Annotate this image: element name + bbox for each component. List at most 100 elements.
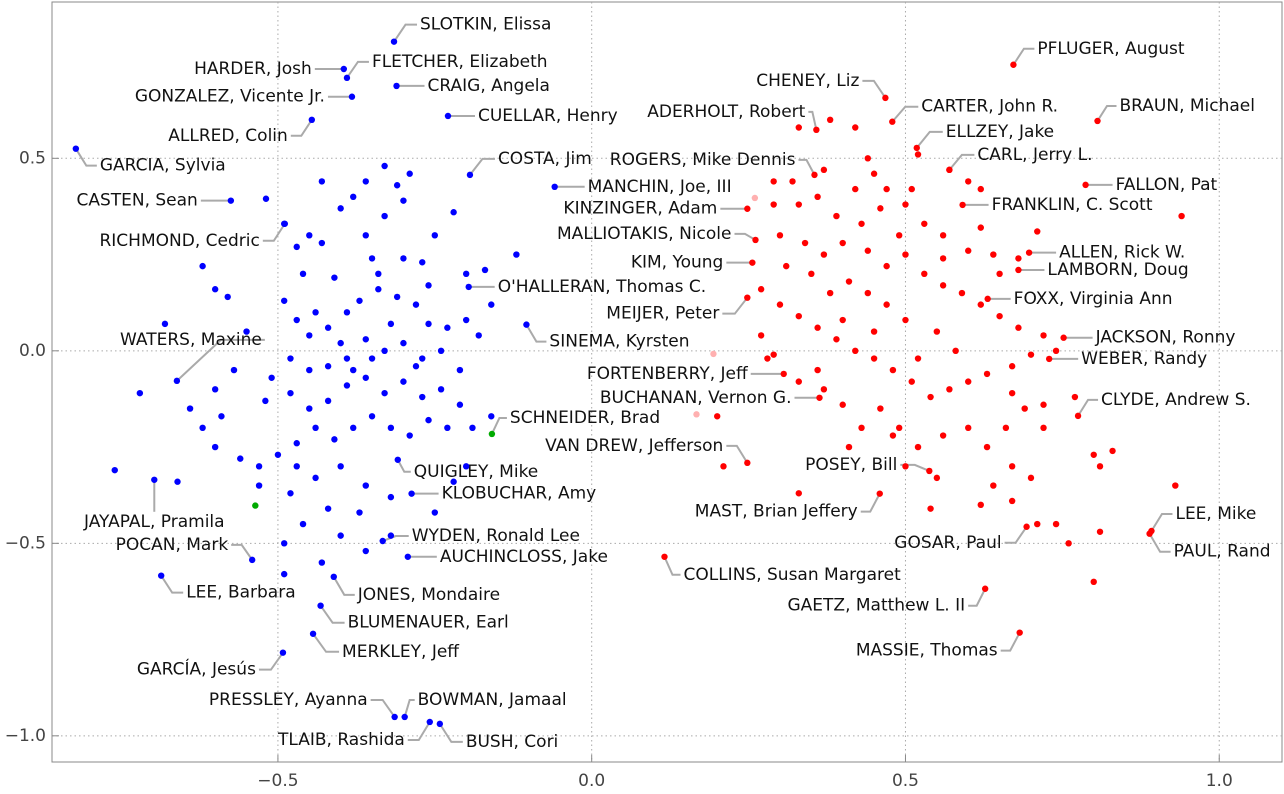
data-point bbox=[362, 232, 369, 239]
data-point bbox=[356, 297, 363, 304]
data-point bbox=[330, 573, 337, 581]
leader-line bbox=[491, 416, 507, 435]
leader-line bbox=[160, 575, 184, 594]
leader-line bbox=[332, 576, 355, 596]
leader-line bbox=[1096, 104, 1117, 122]
point-label: PFLUGER, August bbox=[1037, 39, 1184, 59]
leader-line bbox=[1148, 533, 1171, 553]
data-point bbox=[437, 347, 445, 355]
leader-line bbox=[396, 459, 411, 473]
data-point bbox=[450, 209, 457, 216]
data-point bbox=[444, 424, 451, 432]
data-point bbox=[274, 451, 282, 458]
point-label: VAN DREW, Jefferson bbox=[545, 436, 723, 456]
data-point bbox=[908, 378, 915, 385]
data-point bbox=[340, 65, 348, 73]
data-point bbox=[243, 328, 250, 335]
data-point bbox=[318, 178, 326, 185]
data-point bbox=[965, 178, 972, 185]
data-point bbox=[255, 482, 263, 489]
point-label: GONZALEZ, Vicente Jr. bbox=[135, 87, 325, 107]
y-tick-label: −1.0 bbox=[5, 726, 46, 746]
data-point bbox=[789, 178, 796, 185]
data-point bbox=[795, 124, 802, 131]
data-point bbox=[317, 602, 324, 609]
data-point bbox=[308, 116, 316, 124]
point-label: ADERHOLT, Robert bbox=[647, 102, 805, 122]
data-point bbox=[425, 282, 432, 289]
data-point bbox=[230, 366, 238, 374]
data-point bbox=[387, 424, 395, 432]
point-label: FOXX, Virginia Ann bbox=[1014, 289, 1173, 309]
data-point bbox=[889, 118, 896, 125]
data-point bbox=[870, 355, 878, 362]
y-tick-label: −0.5 bbox=[5, 533, 46, 553]
data-point bbox=[437, 386, 445, 393]
data-point bbox=[839, 401, 846, 408]
data-point bbox=[1060, 334, 1067, 341]
point-label: BOWMAN, Jamaal bbox=[418, 690, 567, 710]
data-point bbox=[400, 197, 407, 204]
data-point bbox=[751, 194, 759, 202]
data-point bbox=[939, 255, 947, 262]
data-point bbox=[293, 243, 300, 251]
data-point bbox=[312, 474, 319, 482]
point-label: HARDER, Josh bbox=[194, 59, 312, 79]
data-point bbox=[839, 316, 846, 324]
point-label: BUCHANAN, Vernon G. bbox=[600, 388, 792, 408]
point-label: BUSH, Cori bbox=[466, 732, 558, 752]
point-label: FALLON, Pat bbox=[1116, 175, 1218, 195]
point-label: MANCHIN, Joe, III bbox=[588, 177, 732, 197]
y-tick-label: 0.0 bbox=[19, 341, 46, 361]
point-label: PRESSLEY, Ayanna bbox=[209, 690, 368, 710]
data-point bbox=[387, 493, 395, 501]
leader-line bbox=[525, 324, 547, 343]
data-point bbox=[368, 413, 376, 420]
data-point bbox=[408, 490, 415, 497]
data-point bbox=[306, 405, 313, 412]
data-point bbox=[864, 247, 872, 254]
data-point bbox=[1027, 474, 1035, 482]
leader-line bbox=[74, 148, 97, 167]
data-point bbox=[977, 501, 984, 509]
leader-line bbox=[1004, 526, 1028, 544]
data-point bbox=[280, 540, 288, 547]
data-point bbox=[1010, 61, 1017, 68]
data-point bbox=[287, 389, 294, 397]
data-point bbox=[466, 171, 474, 179]
point-label: FLETCHER, Elizabeth bbox=[372, 52, 548, 72]
data-point bbox=[248, 556, 256, 564]
data-point bbox=[933, 474, 941, 482]
data-point bbox=[693, 411, 700, 418]
point-label: JAYAPAL, Pramila bbox=[83, 512, 225, 532]
leader-line bbox=[726, 444, 749, 464]
point-label: GARCÍA, Jesús bbox=[137, 658, 256, 680]
data-point bbox=[764, 355, 771, 362]
data-point bbox=[959, 201, 966, 209]
data-point bbox=[331, 436, 338, 443]
data-point bbox=[965, 424, 972, 432]
data-point bbox=[400, 378, 407, 385]
data-point bbox=[227, 197, 235, 204]
leader-line bbox=[312, 633, 340, 653]
data-point bbox=[1040, 401, 1047, 408]
leader-line bbox=[438, 723, 463, 743]
data-point bbox=[390, 38, 398, 45]
leader-line bbox=[722, 297, 749, 315]
point-label: ROGERS, Mike Dennis bbox=[610, 150, 796, 170]
data-point bbox=[337, 339, 344, 347]
point-label: MALLIOTAKIS, Nicole bbox=[557, 224, 731, 244]
data-point bbox=[268, 374, 275, 381]
point-label: FRANKLIN, C. Scott bbox=[992, 195, 1153, 215]
data-point bbox=[312, 309, 319, 316]
data-point bbox=[795, 201, 802, 208]
data-point bbox=[990, 251, 997, 258]
data-point bbox=[337, 463, 344, 470]
point-label: ALLRED, Colin bbox=[168, 126, 288, 146]
leader-line bbox=[382, 535, 409, 542]
data-point bbox=[895, 424, 903, 432]
data-point bbox=[984, 295, 991, 303]
data-point bbox=[356, 509, 363, 516]
data-point bbox=[293, 440, 300, 447]
data-point bbox=[826, 116, 834, 124]
